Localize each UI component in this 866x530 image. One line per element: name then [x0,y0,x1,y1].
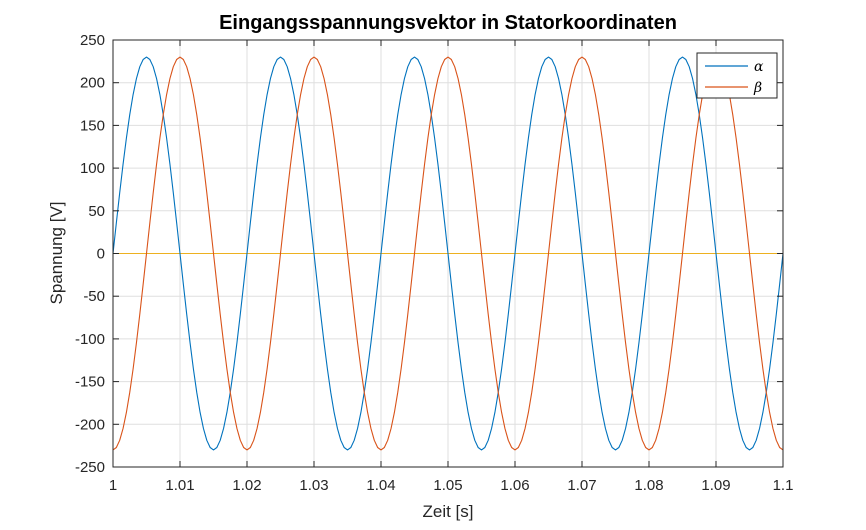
legend-label-beta: β [753,80,762,96]
x-tick-label: 1.06 [500,477,529,494]
y-tick-label: 0 [97,246,105,263]
x-tick-label: 1.08 [634,477,663,494]
chart-title: Eingangsspannungsvektor in Statorkoordin… [219,12,677,34]
legend-box [696,52,778,99]
y-tick-label: 250 [80,32,105,49]
y-tick-label: 200 [80,75,105,92]
x-tick-label: 1.1 [773,477,794,494]
x-tick-label: 1.09 [701,477,730,494]
x-tick-label: 1.05 [433,477,462,494]
y-tick-label: -100 [75,331,105,348]
y-axis-title: Spannung [V] [47,201,66,304]
x-tick-label: 1.07 [567,477,596,494]
y-tick-label: -50 [83,288,105,305]
y-tick-label: 150 [80,117,105,134]
beta-series-line [112,56,784,451]
legend: α β [696,52,778,99]
series-layer [112,56,784,451]
y-tick-label: -250 [75,459,105,476]
y-tick-label: -150 [75,374,105,391]
y-tick-label: 100 [80,160,105,177]
label-layer: 1 1.01 1.02 1.03 1.04 1.05 1.06 1.07 1.08 1.09 1.1… [75,32,793,494]
tick-layer [112,39,784,468]
y-tick-label: 50 [88,203,105,220]
x-tick-label: 1.02 [232,477,261,494]
y-tick-label: -200 [75,416,105,433]
x-tick-label: 1.03 [299,477,328,494]
alpha-series-line [112,56,784,451]
x-tick-label: 1.04 [366,477,395,494]
x-tick-label: 1 [109,477,117,494]
x-axis-title: Zeit [s] [422,502,473,521]
x-tick-label: 1.01 [165,477,194,494]
legend-label-alpha: α [754,59,764,75]
